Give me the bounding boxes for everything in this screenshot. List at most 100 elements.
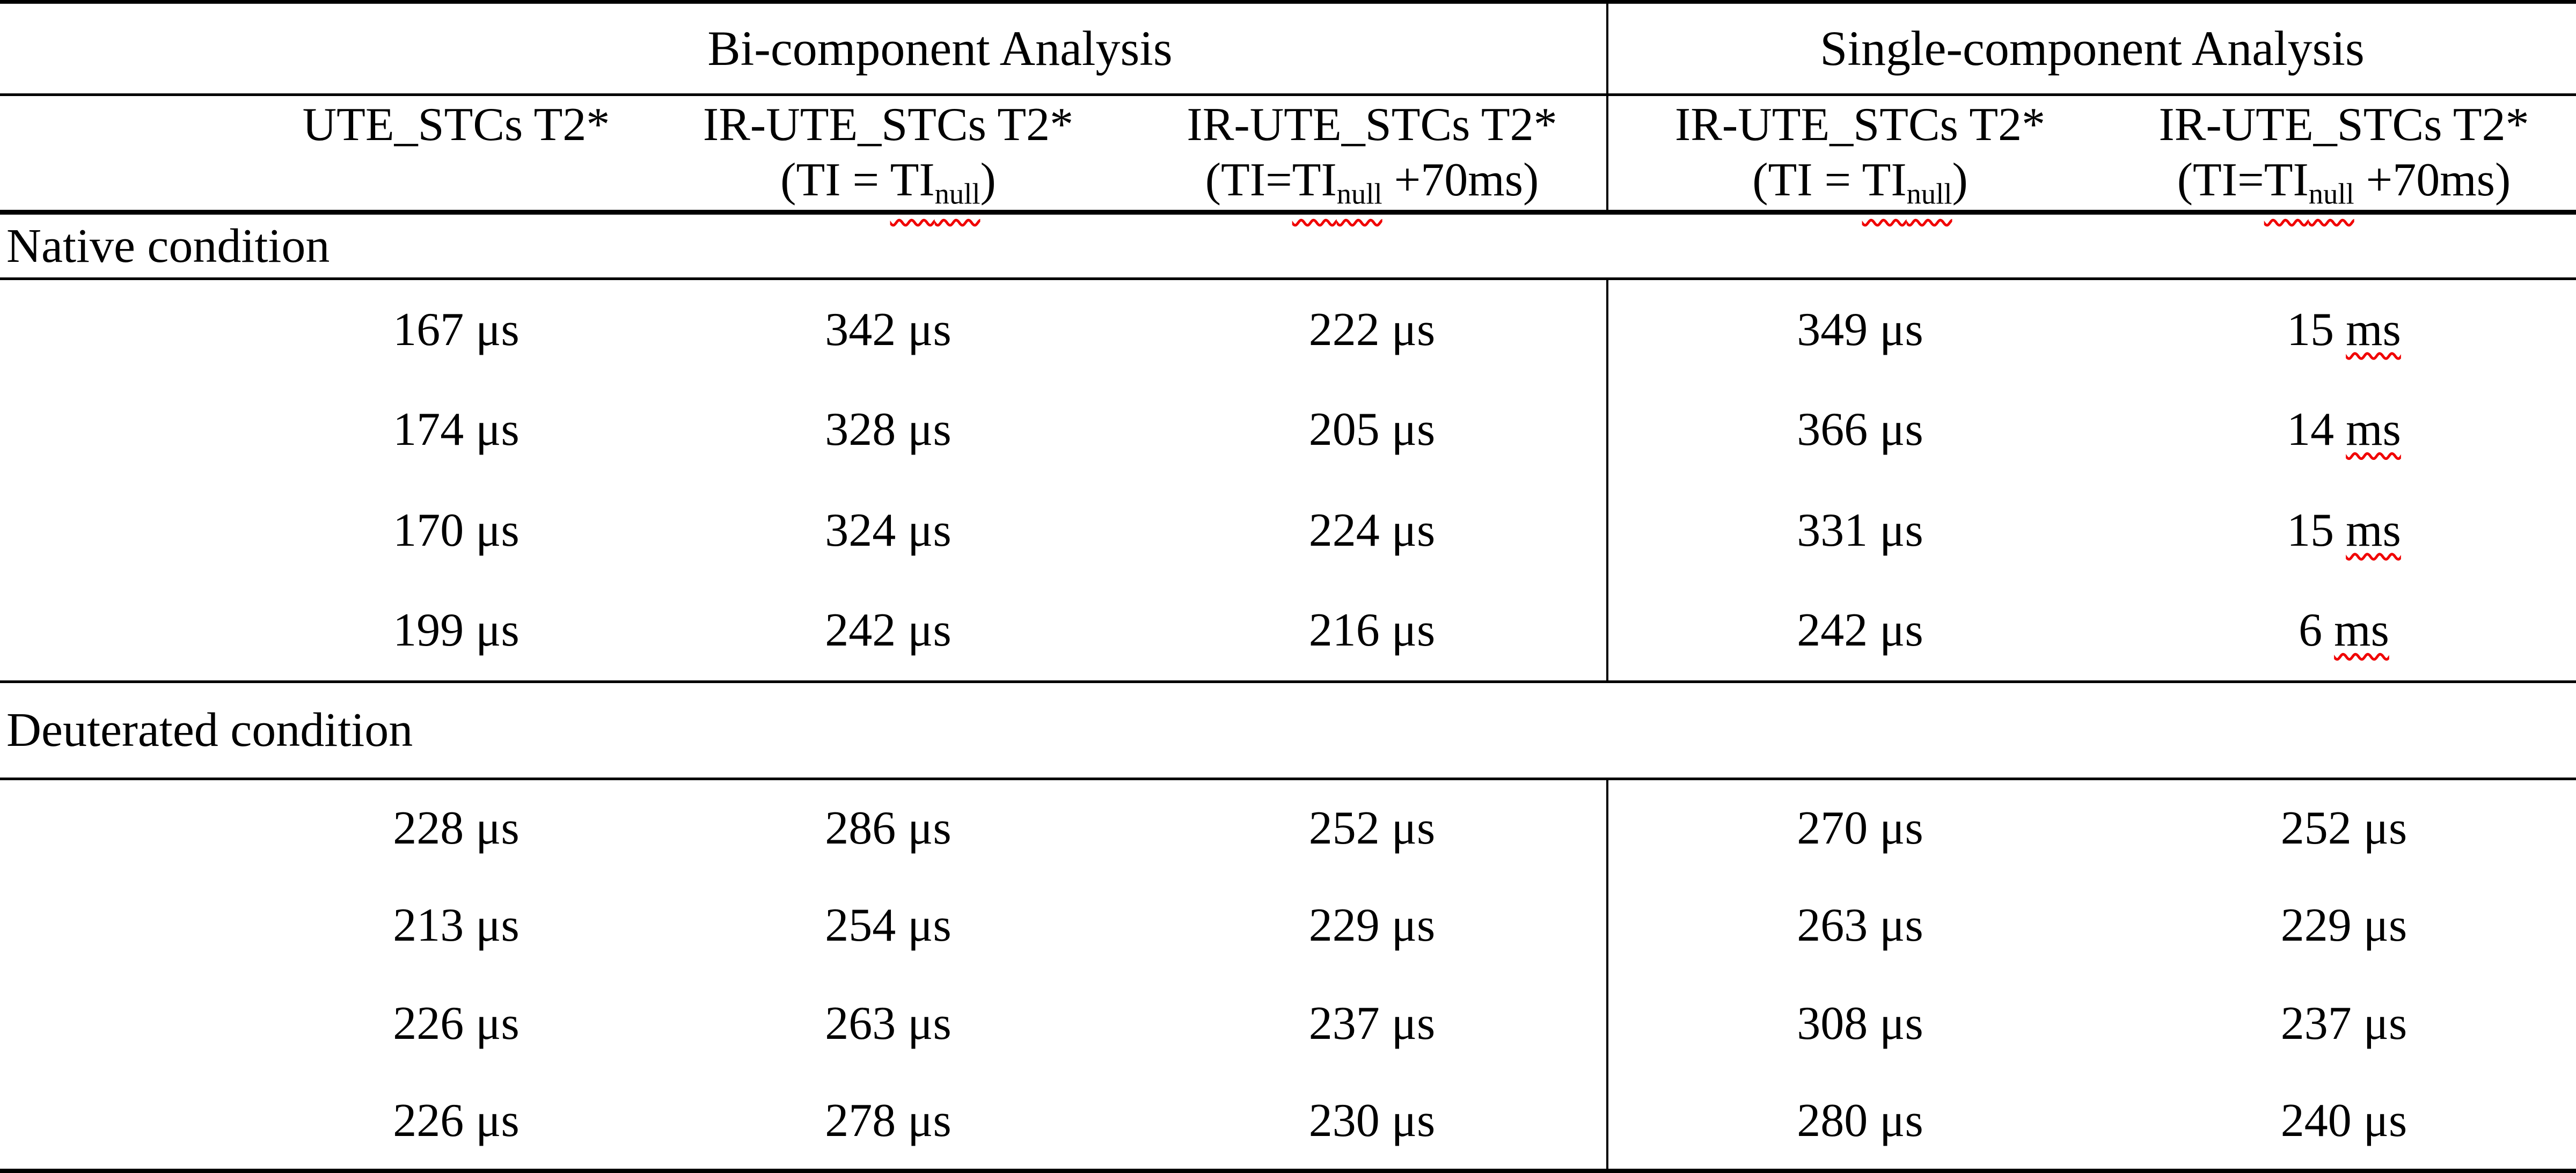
value-cell: 6 ms [2112, 581, 2576, 682]
ti-text: TI [1862, 154, 1907, 207]
ms-unit: ms [2346, 504, 2401, 556]
ms-unit: ms [2346, 404, 2401, 456]
value-cell: 213 μs [393, 899, 519, 952]
value-cell: 252 μs [1138, 779, 1609, 877]
paren-post: +70ms) [2354, 154, 2511, 207]
value-cell: 278 μs [825, 1094, 952, 1147]
value-cell: 14 ms [2112, 379, 2576, 480]
stub-cell [0, 779, 274, 877]
value-cell: 242 μs [825, 604, 952, 657]
value-cell: 263 μs [1797, 899, 1923, 952]
section-label-deuterated: Deuterated condition [0, 680, 2576, 780]
table-row: 228 μs 286 μs 252 μs 270 μs 252 μs [0, 779, 2576, 877]
col-header-sub-line: (TI = TInull) [780, 154, 996, 208]
table-row-group-headers: Bi-component Analysis Single-component A… [0, 2, 2576, 96]
value-cell: 349 μs [1797, 303, 1923, 356]
ti-text: TI [1292, 154, 1337, 207]
paren-pre: (TI = [1752, 154, 1862, 207]
paren-post: ) [1952, 154, 1968, 207]
value-cell: 167 μs [393, 303, 519, 356]
col-header-label: UTE_STCs T2* [302, 98, 610, 151]
null-subscript: null [1906, 177, 1952, 210]
value-cell: 229 μs [1138, 876, 1609, 975]
value-cell: 224 μs [1138, 480, 1609, 581]
stub-cell [0, 1073, 274, 1171]
stub-cell [0, 94, 274, 215]
table-row: 174 μs 328 μs 205 μs 366 μs 14 ms [0, 379, 2576, 481]
value-cell: 229 μs [2280, 899, 2407, 952]
value-cell: 342 μs [825, 303, 952, 356]
group-header-bicomponent-label: Bi-component Analysis [707, 21, 1173, 76]
value-cell: 270 μs [1797, 802, 1923, 854]
value-cell: 222 μs [1138, 278, 1609, 380]
group-header-bicomponent: Bi-component Analysis [274, 2, 1609, 96]
ti-text: TI [2264, 154, 2309, 207]
value-cell: 237 μs [2280, 997, 2407, 1050]
value-cell: 199 μs [393, 604, 519, 657]
table-row: 213 μs 254 μs 229 μs 263 μs 229 μs [0, 876, 2576, 975]
null-subscript: null [2308, 177, 2354, 210]
table-row: 199 μs 242 μs 216 μs 242 μs 6 ms [0, 581, 2576, 682]
table-row: 226 μs 278 μs 230 μs 280 μs 240 μs [0, 1073, 2576, 1171]
table-row-section-native: Native condition [0, 212, 2576, 281]
section-label-native: Native condition [0, 212, 2576, 281]
table-row-column-headers: UTE_STCs T2* IR-UTE_STCs T2* (TI = TInul… [0, 94, 2576, 215]
value-cell: 240 μs [2280, 1094, 2407, 1147]
stub-cell [0, 279, 274, 380]
value-cell: 331 μs [1797, 504, 1923, 556]
value-cell: 226 μs [393, 997, 519, 1050]
value-cell: 228 μs [393, 802, 519, 854]
col-header-ute-stcs: UTE_STCs T2* [274, 94, 639, 215]
value-cell: 226 μs [393, 1094, 519, 1147]
stub-cell [0, 975, 274, 1073]
value-cell: 286 μs [825, 802, 952, 854]
value-number: 15 [2287, 504, 2346, 556]
col-header-label: IR-UTE_STCs T2* [2158, 98, 2529, 151]
value-number: 6 [2299, 604, 2334, 657]
value-cell: 280 μs [1797, 1094, 1923, 1147]
value-cell: 263 μs [825, 997, 952, 1050]
stub-cell [0, 581, 274, 682]
null-subscript: null [934, 177, 980, 210]
stub-cell [0, 877, 274, 975]
value-cell: 230 μs [1138, 1073, 1609, 1171]
col-header-ir-ute-ti70-bi: IR-UTE_STCs T2* (TI=TInull +70ms) [1138, 94, 1609, 215]
ti-null-term: TInull [890, 154, 980, 208]
value-cell: 205 μs [1138, 379, 1609, 481]
value-cell: 254 μs [825, 899, 952, 952]
null-subscript: null [1336, 177, 1382, 210]
col-header-sub-line: (TI=TInull +70ms) [2177, 154, 2511, 208]
ti-null-term: TInull [1292, 154, 1382, 208]
group-header-singlecomponent-label: Single-component Analysis [1820, 21, 2365, 76]
paren-post: +70ms) [1382, 154, 1539, 207]
col-header-label: IR-UTE_STCs T2* [702, 98, 1074, 151]
value-cell: 366 μs [1797, 404, 1923, 456]
col-header-label: IR-UTE_STCs T2* [1674, 98, 2046, 151]
stub-cell [0, 379, 274, 480]
value-cell: 15 ms [2112, 279, 2576, 380]
col-header-sub-line: (TI = TInull) [1752, 154, 1968, 208]
value-cell: 170 μs [393, 504, 519, 556]
paren-pre: (TI= [1205, 154, 1292, 207]
value-cell: 174 μs [393, 404, 519, 456]
col-header-label: IR-UTE_STCs T2* [1187, 98, 1557, 151]
group-header-singlecomponent: Single-component Analysis [1607, 2, 2576, 96]
stub-cell [0, 2, 274, 96]
value-cell: 15 ms [2112, 480, 2576, 581]
value-cell: 328 μs [825, 404, 952, 456]
ti-text: TI [890, 154, 935, 207]
value-cell: 216 μs [1138, 581, 1609, 682]
paren-pre: (TI= [2177, 154, 2264, 207]
col-header-ir-ute-tinull-bi: IR-UTE_STCs T2* (TI = TInull) [639, 94, 1138, 215]
table-row: 167 μs 342 μs 222 μs 349 μs 15 ms [0, 278, 2576, 380]
ms-unit: ms [2346, 303, 2401, 356]
col-header-ir-ute-ti70-single: IR-UTE_STCs T2* (TI=TInull +70ms) [2112, 94, 2576, 215]
value-cell: 237 μs [1138, 974, 1609, 1073]
value-cell: 252 μs [2280, 802, 2407, 854]
paren-pre: (TI = [780, 154, 890, 207]
table-row: 170 μs 324 μs 224 μs 331 μs 15 ms [0, 480, 2576, 581]
col-header-sub-line: (TI=TInull +70ms) [1205, 154, 1539, 208]
value-cell: 324 μs [825, 504, 952, 556]
value-cell: 242 μs [1797, 604, 1923, 657]
